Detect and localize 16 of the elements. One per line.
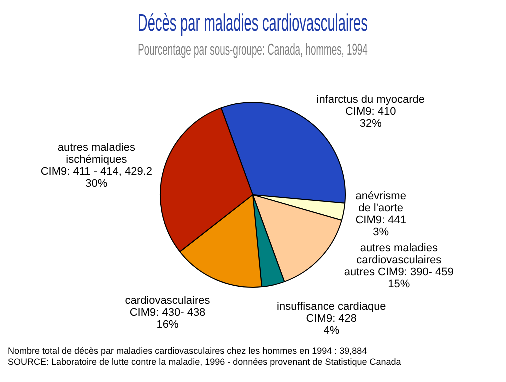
data-label: 15%: [388, 278, 410, 290]
chart-subtitle: Pourcentage par sous-groupe: Canada, hommes, 1994: [138, 40, 368, 58]
slice-label: autres maladies ischémiques CIM9: 411 - 414, 429.2: [40, 142, 153, 178]
data-label: 3%: [373, 226, 390, 238]
data-label: 16%: [156, 318, 179, 331]
slice-label: autres maladies cardiovasculaires autres CIM9: 390- 459: [344, 242, 454, 278]
data-label: 4%: [324, 324, 340, 337]
slice-label: anévrisme de l'aorte CIM9: 441: [356, 190, 406, 226]
chart-title: Décès par maladies cardiovasculaires: [138, 10, 368, 38]
text: Nombre total de décès par maladies cardiovasculaires chez les hommes en 1994 : 39,884: [8, 346, 368, 357]
slice-label: cardiovasculaires CIM9: 430- 438: [125, 294, 211, 319]
slice-label: insuffisance cardiaque CIM9: 428: [277, 300, 386, 325]
data-label: 32%: [360, 118, 382, 130]
data-label: 30%: [86, 178, 108, 190]
slice-label: infarctus du myocarde CIM9: 410: [316, 94, 425, 118]
source-note: SOURCE: Laboratoire de lutte contre la maladie, 1996 - données provenant de Statistique Canada: [8, 357, 402, 368]
